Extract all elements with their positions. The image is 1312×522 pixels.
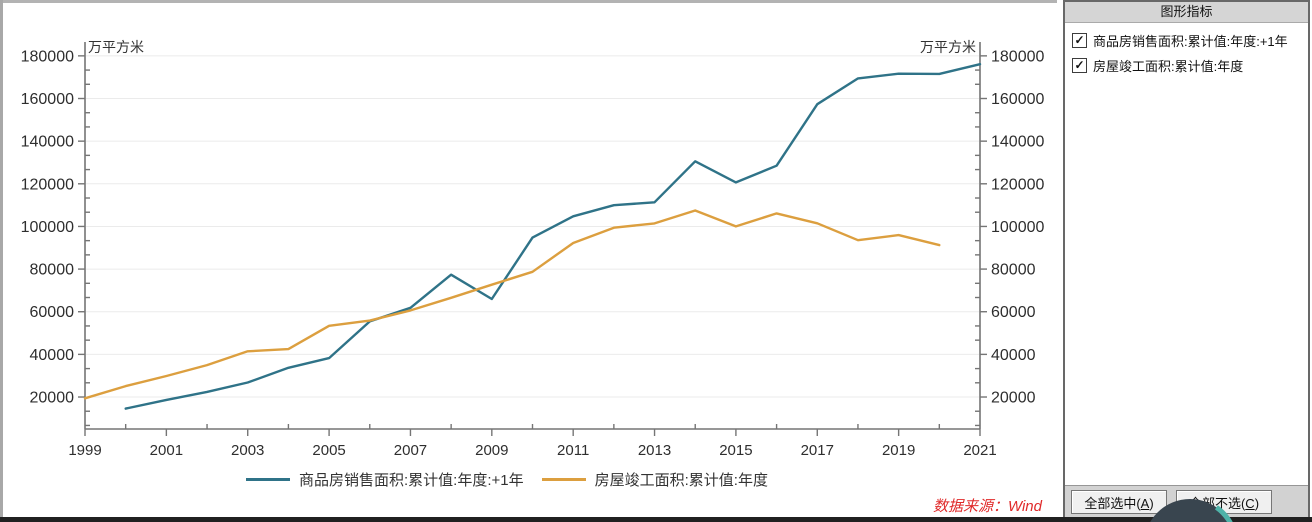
x-tick-label: 2015 xyxy=(719,442,752,459)
y-tick-label-right: 40000 xyxy=(991,347,1036,364)
x-tick-label: 2003 xyxy=(231,442,264,459)
y-tick-label-right: 160000 xyxy=(991,91,1044,108)
y-tick-label-left: 40000 xyxy=(30,347,75,364)
legend: 商品房销售面积:累计值:年度:+1年 房屋竣工面积:累计值:年度 xyxy=(246,469,768,490)
y-tick-label-left: 80000 xyxy=(30,262,75,279)
x-tick-label: 2007 xyxy=(394,442,427,459)
x-tick-label: 2009 xyxy=(475,442,508,459)
y-axis-ticks xyxy=(78,55,987,427)
legend-item: 商品房销售面积:累计值:年度:+1年 xyxy=(246,469,524,490)
indicator-panel-title: 图形指标 xyxy=(1065,2,1308,23)
y-tick-label-right: 60000 xyxy=(991,304,1036,321)
watermark-logo-icon xyxy=(1141,496,1239,522)
indicator-checkbox[interactable]: ✓ xyxy=(1072,58,1087,73)
bottom-border-bar xyxy=(0,517,1312,522)
series-line-0 xyxy=(124,62,982,410)
legend-line-swatch xyxy=(246,478,290,481)
y-tick-label-right: 80000 xyxy=(991,262,1036,279)
x-tick-label: 2005 xyxy=(312,442,345,459)
y-tick-label-right: 120000 xyxy=(991,176,1044,193)
panel-edge-top xyxy=(0,0,1057,3)
x-tick-label: 2011 xyxy=(557,442,589,459)
chart-plot: 20000 20000 40000 40000 60000 60000 80000 80000… xyxy=(21,42,1045,459)
select-all-button[interactable]: 全部选中(A) xyxy=(1071,490,1167,514)
indicator-panel: 图形指标 ✓ 商品房销售面积:累计值:年度:+1年 ✓ 房屋竣工面积:累计值:年度 全… xyxy=(1063,0,1310,522)
series-line-1 xyxy=(83,209,941,400)
x-tick-label: 2017 xyxy=(801,442,834,459)
indicator-list: ✓ 商品房销售面积:累计值:年度:+1年 ✓ 房屋竣工面积:累计值:年度 xyxy=(1065,23,1308,78)
data-source-note: 数据来源：Wind xyxy=(932,498,1042,515)
x-tick-label: 2013 xyxy=(638,442,671,459)
indicator-label: 房屋竣工面积:累计值:年度 xyxy=(1093,59,1244,74)
y-tick-label-right: 140000 xyxy=(991,134,1044,151)
legend-item: 房屋竣工面积:累计值:年度 xyxy=(541,469,768,490)
gridlines xyxy=(86,55,979,398)
y-tick-label-left: 20000 xyxy=(30,390,75,407)
y-axis-labels: 20000 20000 40000 40000 60000 60000 80000 80000… xyxy=(21,48,1045,406)
y-tick-label-left: 60000 xyxy=(30,304,75,321)
x-axis-labels: 1999 2001 2003 2005 2007 2009 2011 2013 2015 2017… xyxy=(68,442,996,459)
legend-line-swatch xyxy=(541,478,586,481)
x-axis-ticks xyxy=(84,424,981,436)
indicator-row[interactable]: ✓ 房屋竣工面积:累计值:年度 xyxy=(1065,53,1308,78)
indicator-row[interactable]: ✓ 商品房销售面积:累计值:年度:+1年 xyxy=(1065,28,1308,53)
x-tick-label: 2021 xyxy=(963,442,996,459)
y-tick-label-right: 20000 xyxy=(991,390,1036,407)
y-axis-unit-right: 万平方米 xyxy=(920,39,976,55)
chart-panel: 20000 20000 40000 40000 60000 60000 80000 80000… xyxy=(0,0,1057,519)
panel-edge-left xyxy=(0,0,3,519)
x-tick-label: 2019 xyxy=(882,442,915,459)
y-tick-label-right: 180000 xyxy=(991,48,1044,65)
x-tick-label: 1999 xyxy=(68,442,101,459)
y-tick-label-right: 100000 xyxy=(991,219,1044,236)
y-axis-unit-left: 万平方米 xyxy=(88,39,144,55)
legend-label: 房屋竣工面积:累计值:年度 xyxy=(594,472,768,489)
x-tick-label: 2001 xyxy=(150,442,183,459)
y-tick-label-left: 160000 xyxy=(21,91,74,108)
legend-label: 商品房销售面积:累计值:年度:+1年 xyxy=(299,472,524,489)
indicator-label: 商品房销售面积:累计值:年度:+1年 xyxy=(1093,34,1288,49)
y-tick-label-left: 140000 xyxy=(21,134,74,151)
y-tick-label-left: 180000 xyxy=(21,48,74,65)
indicator-checkbox[interactable]: ✓ xyxy=(1072,33,1087,48)
y-tick-label-left: 100000 xyxy=(21,219,74,236)
y-tick-label-left: 120000 xyxy=(21,176,74,193)
